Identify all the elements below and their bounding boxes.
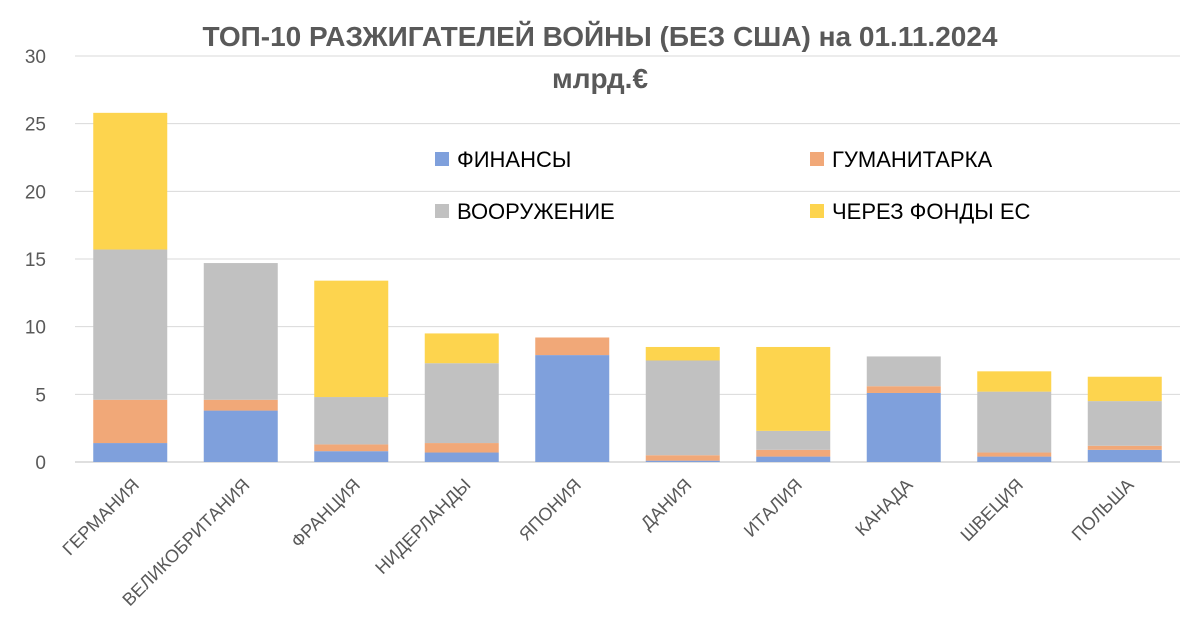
bar-segment bbox=[977, 391, 1052, 453]
bar-segment bbox=[535, 355, 610, 462]
x-category-label: ФРАНЦИЯ bbox=[287, 475, 364, 552]
x-category-label: ШВЕЦИЯ bbox=[957, 475, 1028, 546]
bar-segment bbox=[424, 363, 499, 444]
bar-segment bbox=[314, 451, 389, 462]
bar-segment bbox=[93, 112, 168, 250]
chart-title: ТОП-10 РАЗЖИГАТЕЛЕЙ ВОЙНЫ (БЕЗ США) на 0… bbox=[202, 20, 997, 52]
legend-swatch bbox=[810, 204, 824, 218]
x-category-label: КАНАДА bbox=[851, 475, 916, 540]
bar-segment bbox=[203, 263, 278, 400]
bar-segment bbox=[93, 249, 168, 400]
legend-swatch bbox=[435, 204, 449, 218]
legend-swatch bbox=[810, 152, 824, 166]
bar-segment bbox=[866, 392, 941, 462]
x-category-label: ГЕРМАНИЯ bbox=[59, 475, 143, 559]
bar-segment bbox=[1087, 445, 1162, 450]
bar-segment bbox=[1087, 449, 1162, 462]
bar-segment bbox=[645, 360, 720, 456]
bar-segment bbox=[424, 333, 499, 364]
x-category-label: ДАНИЯ bbox=[637, 475, 696, 534]
legend-label: ГУМАНИТАРКА bbox=[832, 147, 992, 172]
y-tick-label: 5 bbox=[35, 385, 46, 406]
bar-segment bbox=[977, 371, 1052, 392]
y-axis-ticks: 0 5 10 15 20 25 30 bbox=[25, 47, 46, 474]
bar-segment bbox=[535, 337, 610, 356]
y-tick-label: 25 bbox=[25, 115, 46, 136]
y-tick-label: 0 bbox=[35, 453, 46, 474]
bar-segment bbox=[424, 452, 499, 462]
bar-segment bbox=[645, 346, 720, 361]
chart-subtitle: млрд.€ bbox=[552, 63, 648, 94]
y-tick-label: 20 bbox=[25, 182, 46, 203]
bar-segment bbox=[756, 449, 831, 457]
y-tick-label: 10 bbox=[25, 318, 46, 339]
legend: ФИНАНСЫ ГУМАНИТАРКА ВООРУЖЕНИЕ ЧЕРЕЗ ФОНДЫ … bbox=[435, 147, 1030, 224]
bar-segment bbox=[645, 460, 720, 462]
bar-segment bbox=[93, 443, 168, 462]
bar-segment bbox=[977, 452, 1052, 457]
x-category-label: ВЕЛИКОБРИТАНИЯ bbox=[118, 475, 253, 610]
legend-label: ВООРУЖЕНИЕ bbox=[457, 199, 615, 224]
bar-segment bbox=[203, 410, 278, 462]
bar-segment bbox=[203, 399, 278, 411]
legend-label: ФИНАНСЫ bbox=[457, 147, 571, 172]
bar-segment bbox=[1087, 401, 1162, 446]
x-category-label: НИДЕРЛАНДЫ bbox=[371, 475, 474, 578]
legend-swatch bbox=[435, 152, 449, 166]
y-tick-label: 15 bbox=[25, 250, 46, 271]
x-category-label: ПОЛЬША bbox=[1068, 475, 1138, 545]
x-category-label: ИТАЛИЯ bbox=[740, 475, 806, 541]
bar-segment bbox=[93, 399, 168, 444]
bar-segment bbox=[1087, 376, 1162, 402]
bar-segment bbox=[866, 356, 941, 387]
x-category-label: ЯПОНИЯ bbox=[515, 475, 585, 545]
bars bbox=[93, 112, 1162, 462]
bar-segment bbox=[977, 456, 1052, 462]
y-tick-label: 30 bbox=[25, 47, 46, 68]
bar-segment bbox=[756, 430, 831, 450]
bar-segment bbox=[314, 280, 389, 398]
bar-segment bbox=[756, 346, 831, 431]
bar-segment bbox=[314, 397, 389, 445]
bar-segment bbox=[756, 456, 831, 462]
bar-segment bbox=[866, 386, 941, 393]
bar-segment bbox=[314, 444, 389, 452]
bar-segment bbox=[424, 443, 499, 453]
legend-label: ЧЕРЕЗ ФОНДЫ ЕС bbox=[832, 199, 1030, 224]
bar-segment bbox=[645, 455, 720, 461]
